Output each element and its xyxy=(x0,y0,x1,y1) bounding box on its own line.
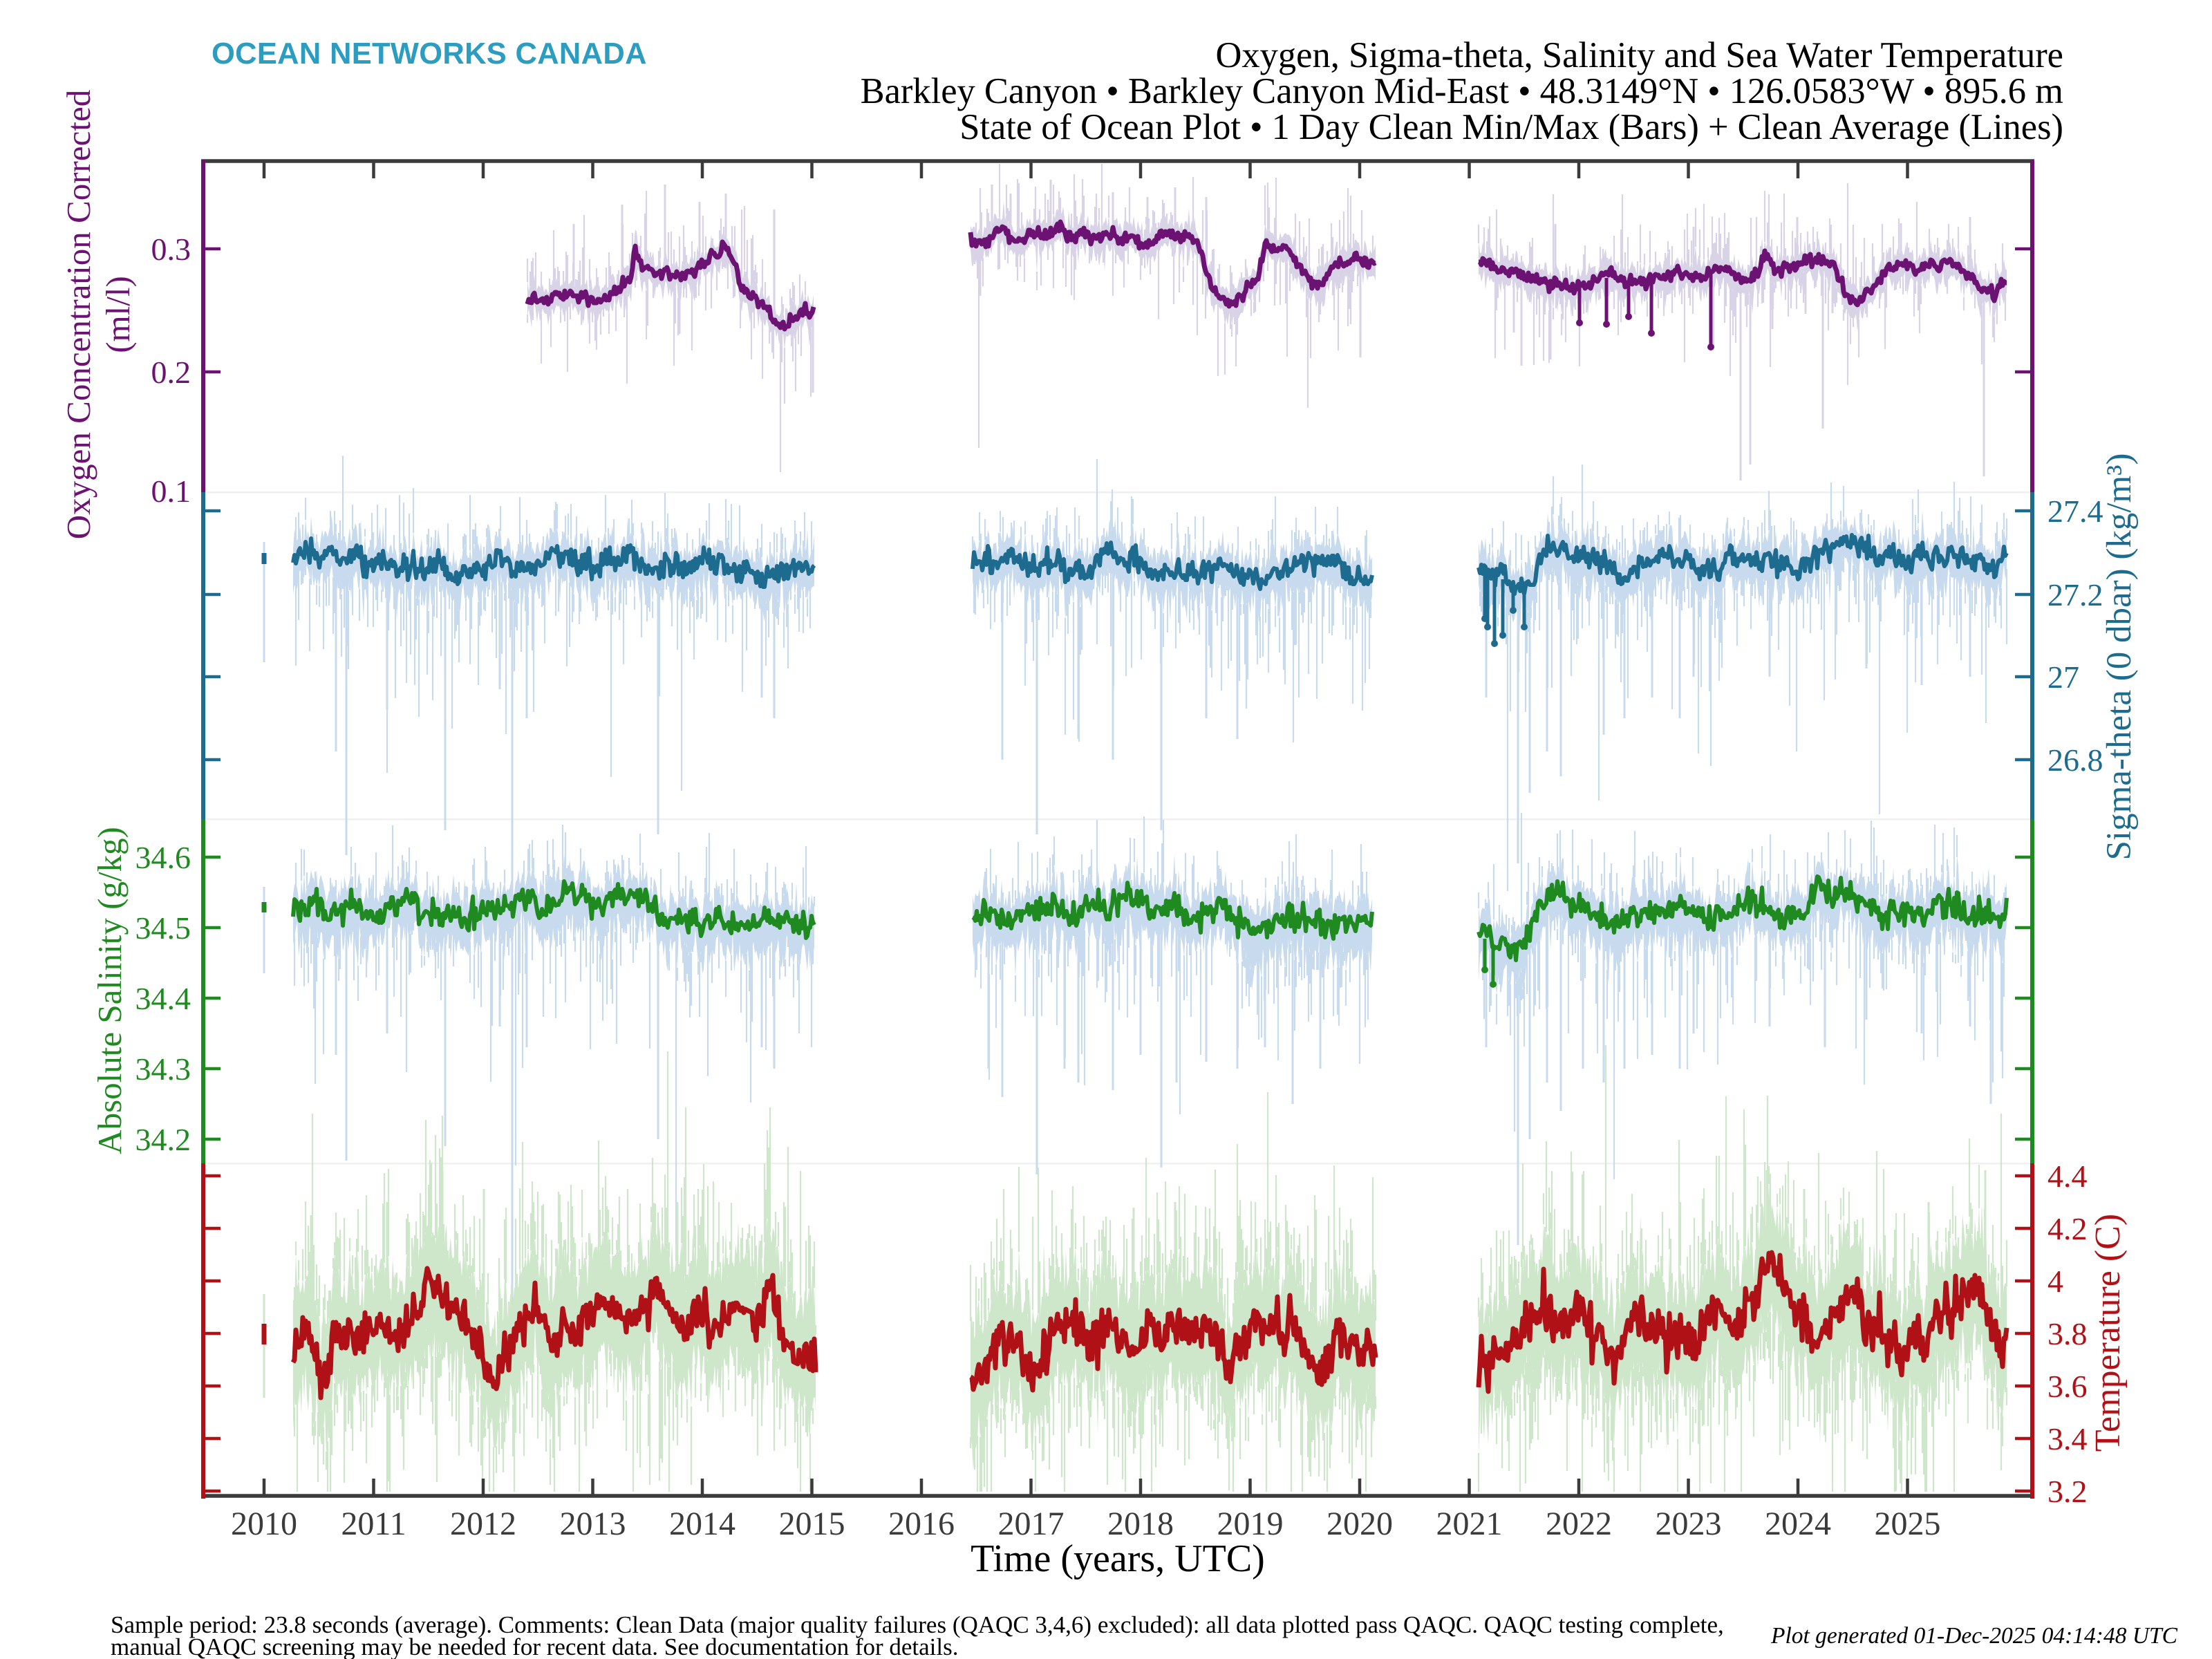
svg-text:3.4: 3.4 xyxy=(2047,1421,2088,1456)
svg-text:2014: 2014 xyxy=(669,1506,735,1542)
svg-text:2018: 2018 xyxy=(1107,1506,1174,1542)
svg-text:Absolute Salinity (g/kg): Absolute Salinity (g/kg) xyxy=(91,827,129,1154)
svg-text:Oxygen, Sigma-theta, Salinity: Oxygen, Sigma-theta, Salinity and Sea Wa… xyxy=(1216,35,2063,75)
svg-text:27: 27 xyxy=(2047,659,2079,695)
svg-text:3.2: 3.2 xyxy=(2047,1474,2088,1509)
svg-text:27.2: 27.2 xyxy=(2047,577,2103,612)
svg-text:4: 4 xyxy=(2047,1264,2063,1299)
svg-text:2022: 2022 xyxy=(1546,1506,1612,1542)
svg-text:Time (years, UTC): Time (years, UTC) xyxy=(971,1537,1265,1580)
svg-text:4.4: 4.4 xyxy=(2047,1159,2088,1194)
svg-text:0.2: 0.2 xyxy=(151,355,191,390)
svg-text:Oxygen Concentration Corrected: Oxygen Concentration Corrected xyxy=(59,90,97,539)
svg-text:2010: 2010 xyxy=(231,1506,297,1542)
svg-text:4.2: 4.2 xyxy=(2047,1211,2088,1246)
svg-text:27.4: 27.4 xyxy=(2047,494,2103,529)
svg-text:2017: 2017 xyxy=(998,1506,1065,1542)
svg-text:34.2: 34.2 xyxy=(135,1122,191,1157)
svg-text:Sigma-theta (0 dbar) (kg/m³): Sigma-theta (0 dbar) (kg/m³) xyxy=(2100,453,2139,861)
svg-text:manual QAQC screening may be n: manual QAQC screening may be needed for … xyxy=(111,1633,959,1659)
svg-text:OCEAN NETWORKS CANADA: OCEAN NETWORKS CANADA xyxy=(212,37,647,71)
svg-text:26.8: 26.8 xyxy=(2047,742,2103,778)
svg-text:0.3: 0.3 xyxy=(151,232,191,267)
svg-text:Sample period: 23.8 seconds (a: Sample period: 23.8 seconds (average). C… xyxy=(111,1611,1724,1638)
svg-text:2019: 2019 xyxy=(1217,1506,1284,1542)
svg-text:3.6: 3.6 xyxy=(2047,1369,2088,1404)
svg-text:(ml/l): (ml/l) xyxy=(99,276,137,353)
svg-text:2016: 2016 xyxy=(888,1506,955,1542)
svg-text:Temperature (C): Temperature (C) xyxy=(2088,1214,2128,1452)
svg-text:0.1: 0.1 xyxy=(151,474,191,509)
svg-text:Barkley Canyon • Barkley Canyo: Barkley Canyon • Barkley Canyon Mid-East… xyxy=(861,71,2064,111)
svg-text:34.4: 34.4 xyxy=(135,981,191,1016)
svg-text:2024: 2024 xyxy=(1765,1506,1831,1542)
svg-text:34.5: 34.5 xyxy=(135,910,191,946)
svg-text:State of Ocean Plot • 1 Day Cl: State of Ocean Plot • 1 Day Clean Min/Ma… xyxy=(959,107,2063,147)
svg-text:Plot generated 01-Dec-2025 04:: Plot generated 01-Dec-2025 04:14:48 UTC xyxy=(1770,1623,2178,1649)
svg-text:2011: 2011 xyxy=(341,1506,406,1542)
svg-text:2020: 2020 xyxy=(1327,1506,1393,1542)
svg-text:34.6: 34.6 xyxy=(135,840,191,875)
svg-text:2021: 2021 xyxy=(1436,1506,1503,1542)
svg-text:2013: 2013 xyxy=(560,1506,626,1542)
svg-text:2025: 2025 xyxy=(1875,1506,1941,1542)
svg-text:2015: 2015 xyxy=(779,1506,845,1542)
svg-text:2012: 2012 xyxy=(450,1506,516,1542)
svg-text:34.3: 34.3 xyxy=(135,1051,191,1087)
svg-text:3.8: 3.8 xyxy=(2047,1316,2088,1351)
svg-text:2023: 2023 xyxy=(1656,1506,1722,1542)
